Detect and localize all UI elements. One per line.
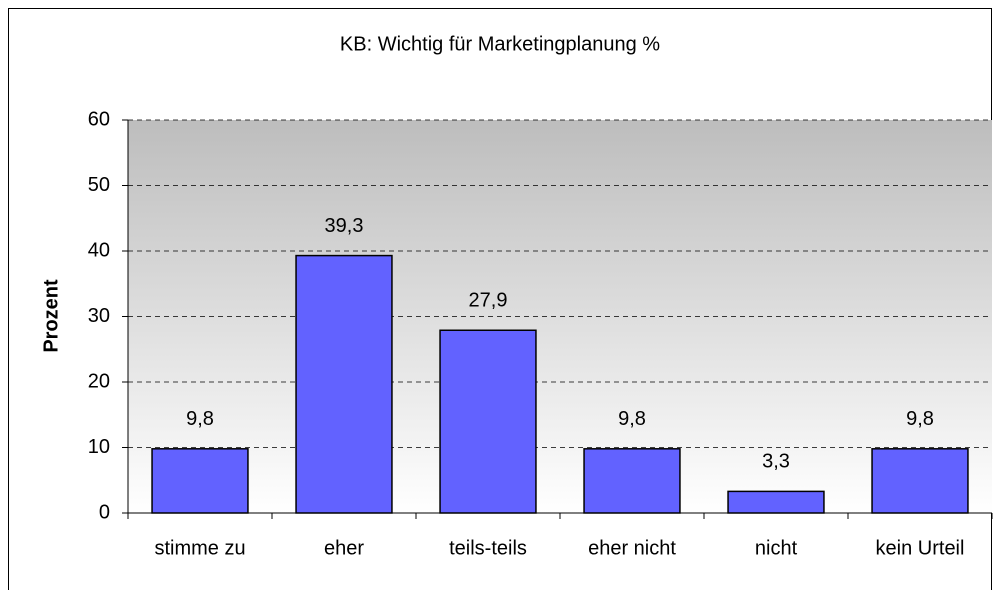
y-tick-label: 10 — [88, 436, 110, 458]
data-label: 27,9 — [469, 290, 508, 312]
x-tick-label: nicht — [755, 537, 798, 559]
bar — [295, 254, 393, 514]
chart-title: KB: Wichtig für Marketingplanung % — [340, 33, 660, 55]
y-tick-label: 0 — [99, 501, 110, 523]
y-tick-label: 20 — [88, 370, 110, 392]
data-label: 9,8 — [618, 408, 646, 430]
data-label: 3,3 — [762, 451, 790, 473]
x-tick-label: eher nicht — [588, 537, 676, 559]
y-axis-label: Prozent — [40, 279, 62, 353]
x-tick-label: teils-teils — [449, 537, 527, 559]
bar — [151, 448, 249, 514]
data-label: 9,8 — [186, 408, 214, 430]
x-tick-label: kein Urteil — [876, 537, 965, 559]
bar — [871, 448, 969, 514]
y-tick-label: 40 — [88, 239, 110, 261]
data-label: 39,3 — [325, 215, 364, 237]
bar — [727, 490, 825, 514]
bar — [439, 329, 537, 514]
x-tick-label: eher — [324, 537, 364, 559]
data-label: 9,8 — [906, 408, 934, 430]
y-tick-label: 30 — [88, 305, 110, 327]
x-tick-label: stimme zu — [154, 537, 245, 559]
bar — [583, 448, 681, 514]
y-tick-label: 60 — [88, 108, 110, 130]
y-tick-label: 50 — [88, 174, 110, 196]
